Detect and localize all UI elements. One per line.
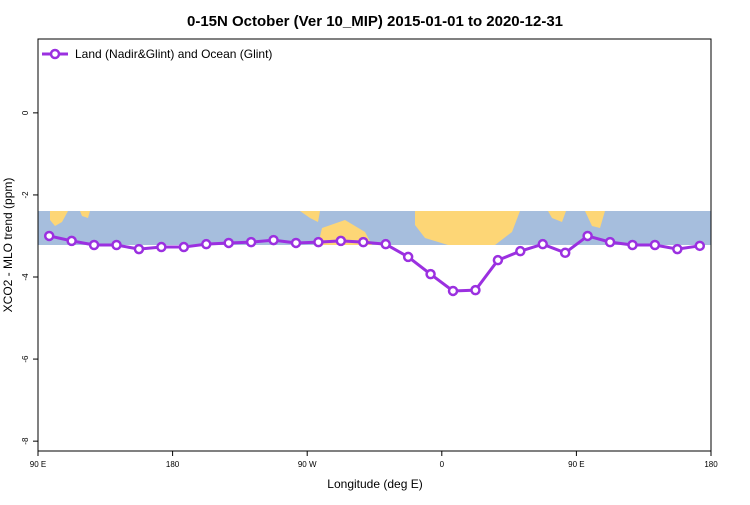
y-tick-label: -6	[21, 355, 30, 363]
x-tick-label: 90 E	[30, 460, 46, 469]
point	[66, 235, 77, 247]
point	[290, 237, 302, 249]
point	[156, 241, 167, 253]
point	[402, 251, 414, 263]
land	[548, 211, 566, 222]
point	[492, 254, 504, 266]
x-tick-label: 90 W	[298, 460, 317, 469]
point	[335, 235, 347, 247]
point	[88, 239, 100, 251]
point	[133, 243, 145, 255]
land	[415, 211, 520, 245]
point	[470, 284, 481, 296]
y-tick-label: 0	[21, 110, 30, 115]
point	[425, 268, 436, 280]
point	[178, 241, 190, 253]
x-tick-label: 180	[166, 460, 180, 469]
x-tick-label: 90 E	[568, 460, 584, 469]
legend: Land (Nadir&Glint) and Ocean (Glint)	[42, 47, 272, 61]
point	[201, 238, 212, 250]
y-tick-label: -4	[21, 273, 30, 281]
point	[627, 239, 638, 251]
land	[300, 211, 320, 222]
point	[604, 236, 616, 248]
legend-label: Land (Nadir&Glint) and Ocean (Glint)	[75, 47, 272, 61]
point	[111, 239, 122, 251]
y-tick-label: -8	[21, 437, 30, 445]
land	[80, 211, 90, 218]
point	[223, 237, 234, 249]
point	[582, 230, 593, 242]
point	[245, 236, 257, 248]
x-tick-label: 180	[704, 460, 718, 469]
point	[43, 230, 55, 242]
map-band	[38, 211, 711, 245]
point	[515, 245, 526, 257]
point	[559, 247, 571, 259]
point	[447, 285, 459, 297]
plot-frame	[37, 38, 712, 452]
point	[694, 240, 706, 252]
y-tick-label: -2	[21, 191, 30, 199]
point	[380, 238, 391, 250]
y-axis-label: XCO2 - MLO trend (ppm)	[1, 178, 15, 313]
land	[585, 211, 605, 228]
point	[649, 239, 661, 251]
point	[313, 236, 324, 248]
x-axis-label: Longitude (deg E)	[327, 477, 422, 491]
point	[358, 236, 369, 248]
land	[50, 211, 68, 226]
land	[318, 220, 372, 245]
x-tick-label: 0	[440, 460, 445, 469]
legend-marker	[49, 48, 61, 60]
point	[537, 238, 548, 250]
point	[268, 234, 279, 246]
chart-title: 0-15N October (Ver 10_MIP) 2015-01-01 to…	[187, 13, 563, 30]
point	[672, 243, 683, 255]
